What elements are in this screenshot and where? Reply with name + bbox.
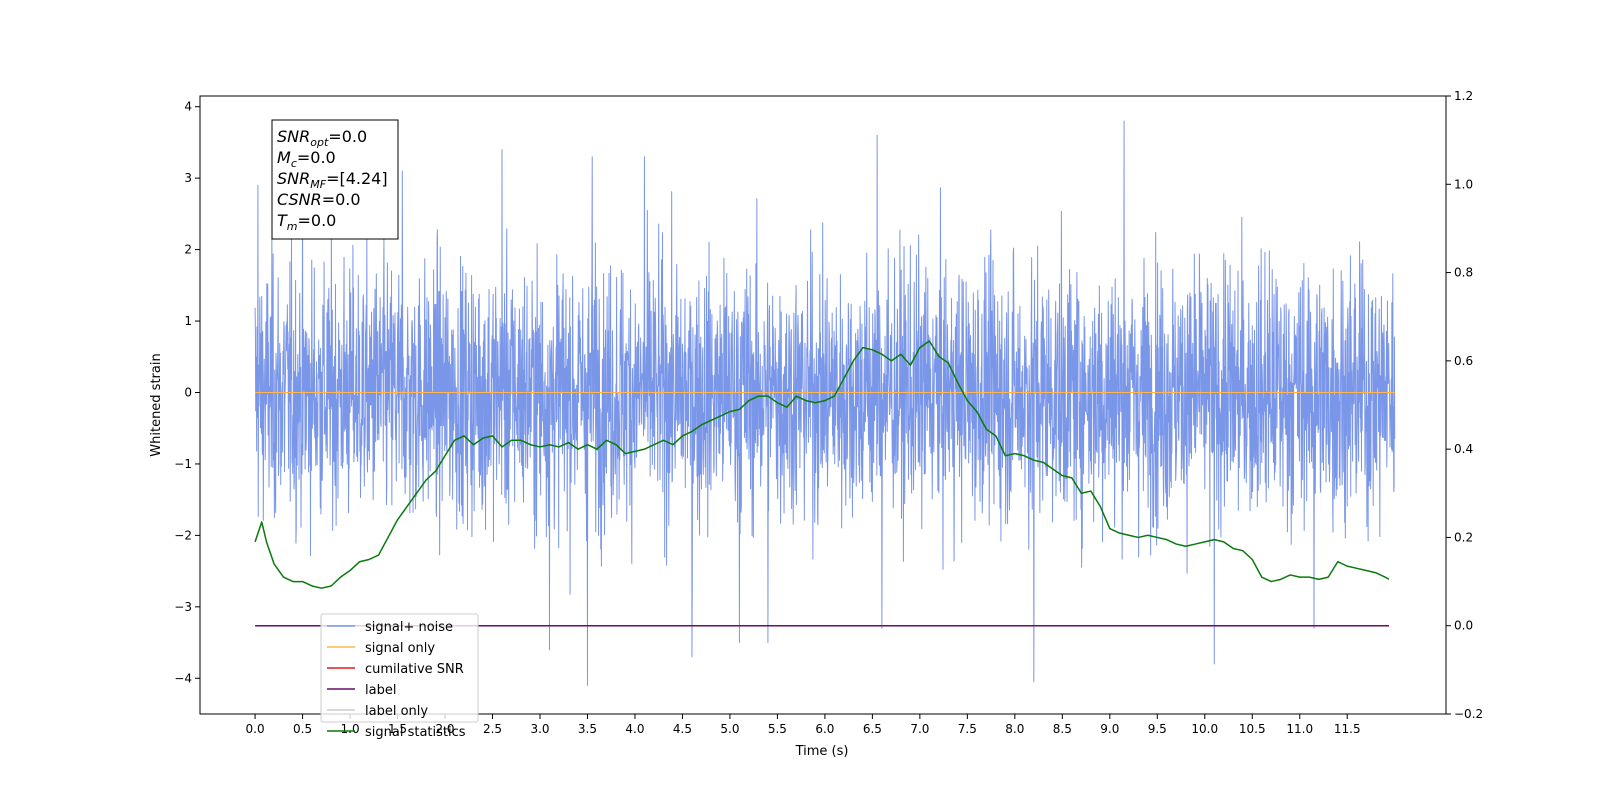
annotation-line: SNRopt=0.0 <box>277 127 367 149</box>
x-tick-label: 8.0 <box>1005 722 1024 736</box>
y-right-tick-label: 0.0 <box>1454 619 1473 633</box>
x-tick-label: 11.0 <box>1286 722 1313 736</box>
y-left-tick-label: 3 <box>184 171 192 185</box>
x-tick-label: 1.5 <box>388 722 407 736</box>
legend-frame <box>320 613 479 723</box>
y-left-tick-label: 2 <box>184 243 192 257</box>
annotation-line: CSNR=0.0 <box>277 190 361 209</box>
legend-entry: label <box>365 683 396 698</box>
x-tick-label: 5.0 <box>720 722 739 736</box>
legend-entry: signal only <box>365 641 435 656</box>
annotation-line: Mc=0.0 <box>277 148 336 170</box>
y-right-tick-label: 0.6 <box>1454 354 1473 368</box>
y-right-axis-ticks: −0.2 0.0 0.2 0.4 0.6 0.8 1.0 1.2 <box>1446 89 1483 721</box>
x-tick-label: 4.0 <box>625 722 644 736</box>
y-right-tick-label: 1.0 <box>1454 177 1473 191</box>
y-right-tick-label: 0.8 <box>1454 266 1473 280</box>
x-axis-label: Time (s) <box>795 744 849 759</box>
legend-entry: signal+ noise <box>365 620 453 635</box>
y-left-tick-label: −2 <box>174 528 192 542</box>
y-left-tick-label: −4 <box>174 671 192 685</box>
y-left-tick-label: 1 <box>184 314 192 328</box>
y-left-tick-label: 4 <box>184 100 192 114</box>
x-tick-label: 10.5 <box>1239 722 1266 736</box>
x-tick-label: 0.0 <box>246 722 265 736</box>
series-line-signal-statistics <box>254 340 1390 589</box>
x-tick-label: 9.0 <box>1100 722 1119 736</box>
x-tick-label: 7.0 <box>910 722 929 736</box>
x-tick-label: 2.0 <box>435 722 454 736</box>
y-right-tick-label: 0.4 <box>1454 442 1473 456</box>
x-tick-label: 7.5 <box>958 722 977 736</box>
x-tick-label: 5.5 <box>768 722 787 736</box>
y-left-tick-label: −3 <box>174 600 192 614</box>
x-tick-label: 6.5 <box>863 722 882 736</box>
y-right-tick-label: 0.2 <box>1454 530 1473 544</box>
legend-entry: signal statistics <box>365 725 466 740</box>
annotation-line: SNRMF=[4.24] <box>277 169 388 191</box>
annotation-line: Tm=0.0 <box>277 211 336 233</box>
y-left-tick-label: −1 <box>174 457 192 471</box>
y-left-axis-label: Whitened strain <box>149 353 164 456</box>
x-tick-label: 6.0 <box>815 722 834 736</box>
x-tick-label: 8.5 <box>1053 722 1072 736</box>
x-tick-label: 4.5 <box>673 722 692 736</box>
x-tick-label: 10.0 <box>1191 722 1218 736</box>
annotation-box-frame <box>271 119 399 240</box>
x-tick-label: 11.5 <box>1334 722 1361 736</box>
y-right-tick-label: −0.2 <box>1454 707 1483 721</box>
x-axis-ticks: 0.0 0.5 1.0 1.5 2.0 2.5 3.0 3.5 4.0 4.5 5.0 5.5 6.0 6… <box>246 714 1361 736</box>
y-left-tick-label: 0 <box>184 385 192 399</box>
x-tick-label: 3.0 <box>530 722 549 736</box>
series-line-signal-noise <box>254 120 1396 686</box>
x-tick-label: 0.5 <box>293 722 312 736</box>
x-tick-label: 1.0 <box>341 722 360 736</box>
legend: signal+ noise signal only cumilative SNR la… <box>320 613 479 740</box>
x-tick-label: 9.5 <box>1148 722 1167 736</box>
x-tick-label: 2.5 <box>483 722 502 736</box>
legend-entry: cumilative SNR <box>365 662 464 677</box>
x-tick-label: 3.5 <box>578 722 597 736</box>
y-left-axis-ticks: −4 −3 −2 −1 0 1 2 3 4 <box>174 100 200 685</box>
axes-frame <box>199 95 1447 715</box>
legend-entry: label only <box>365 704 428 719</box>
y-right-tick-label: 1.2 <box>1454 89 1473 103</box>
